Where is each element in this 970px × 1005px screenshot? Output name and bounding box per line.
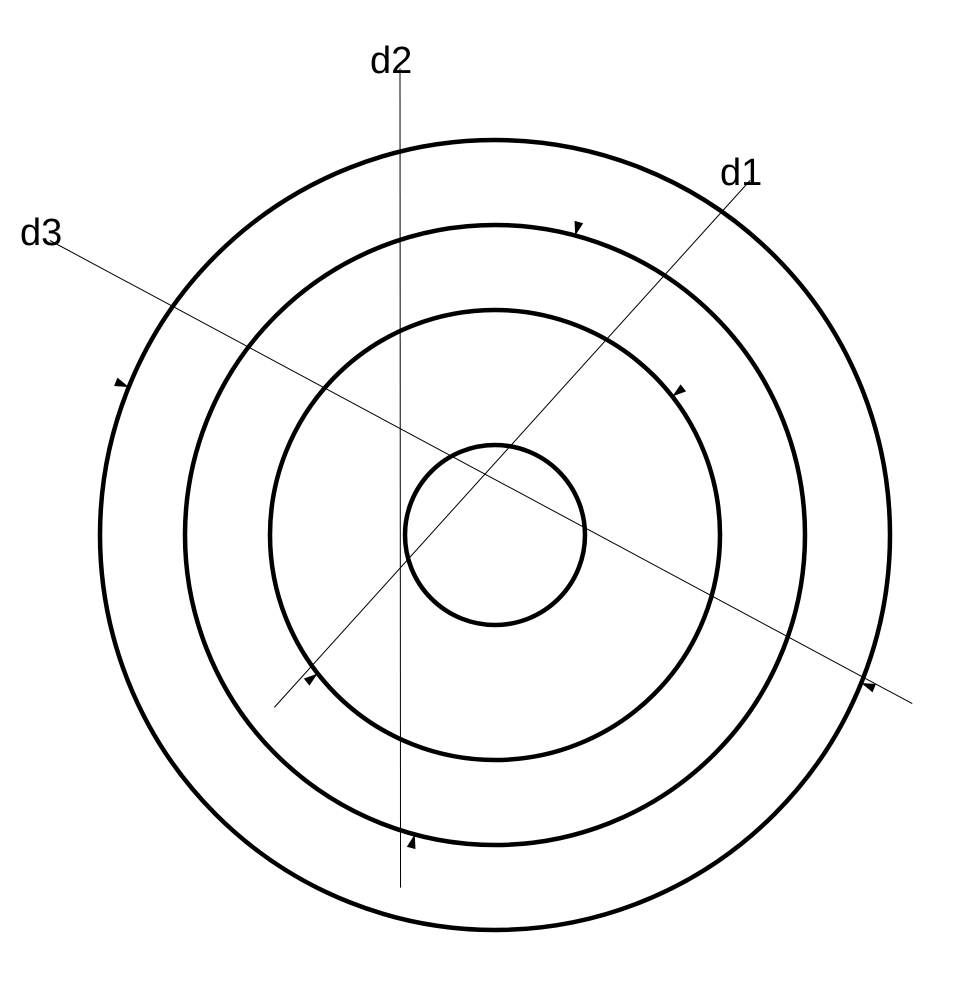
circle-d3 (100, 140, 890, 930)
diagram-svg (0, 0, 970, 1000)
dimension-line-d2 (400, 69, 401, 888)
circle-d1 (270, 310, 720, 760)
dimension-line-d1 (274, 181, 750, 708)
circle-d2 (185, 225, 805, 845)
label-d2: d2 (370, 40, 412, 83)
label-d1: d1 (720, 152, 762, 195)
circle-innermost (405, 445, 585, 625)
diagram-container: d1 d2 d3 (0, 0, 970, 1000)
label-d3: d3 (20, 212, 62, 255)
